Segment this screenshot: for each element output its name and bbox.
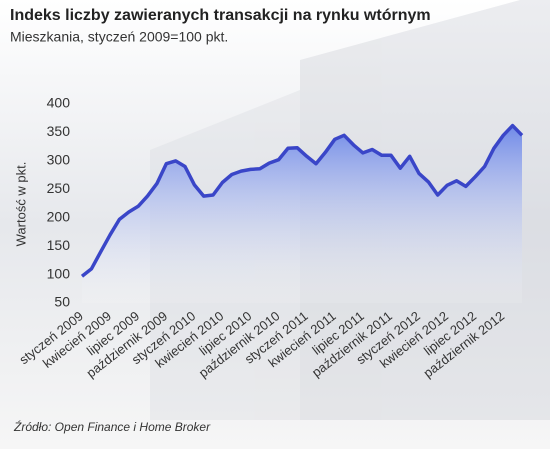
area: [82, 125, 522, 303]
y-tick-label: 350: [47, 123, 71, 139]
y-tick-label: 50: [54, 294, 70, 310]
y-tick-label: 200: [47, 208, 71, 224]
chart-subtitle: Mieszkania, styczeń 2009=100 pkt.: [10, 29, 228, 45]
y-tick-label: 100: [47, 265, 71, 281]
chart-title: Indeks liczby zawieranych transakcji na …: [10, 7, 431, 24]
y-tick-label: 250: [47, 180, 71, 196]
source: Źródło: Open Finance i Home Broker: [13, 419, 211, 434]
line: [80, 123, 524, 278]
y-axis-label: Wartość w pkt.: [13, 162, 28, 247]
y-tick-label: 300: [47, 152, 71, 168]
y-tick-label: 150: [47, 237, 71, 253]
y-tick-label: 400: [47, 95, 71, 111]
